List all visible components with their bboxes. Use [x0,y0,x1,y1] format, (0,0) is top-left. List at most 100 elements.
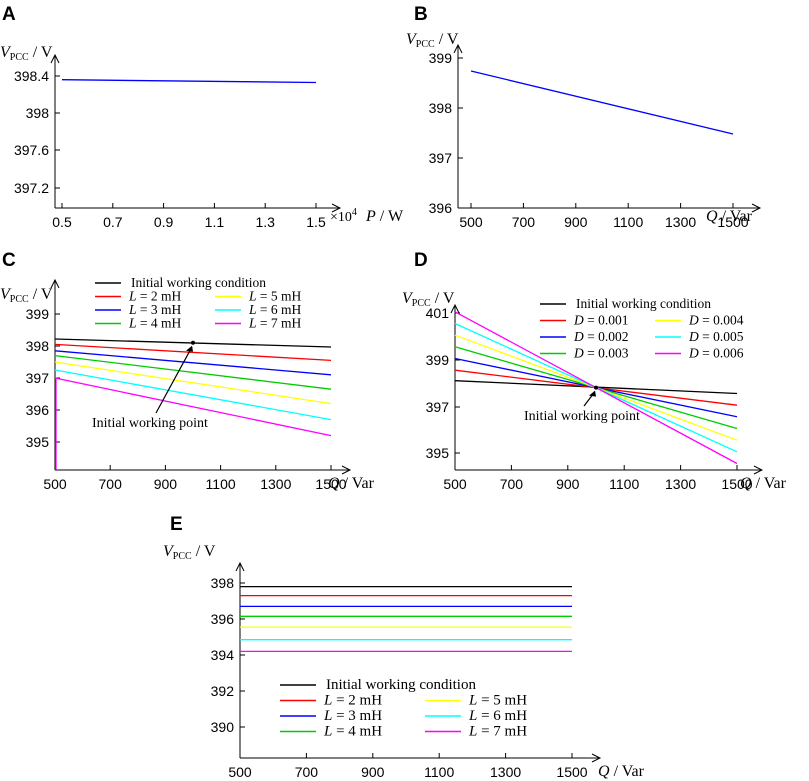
legend-label: L = 3 mH [323,708,382,724]
y-axis-label: VPCC / V [406,31,459,50]
panel-label: C [2,250,16,271]
working-point-marker [191,340,195,345]
y-tick-label: 392 [211,683,235,699]
annotation-label: Initial working point [92,416,208,431]
x-tick-label: 1100 [609,476,639,492]
y-tick-label: 398 [429,100,453,116]
x-tick-label: 700 [500,476,524,492]
x-tick-label: 1100 [206,476,236,492]
x-axis-multiplier: ×104 [330,207,357,225]
panel-label: D [414,250,428,271]
legend-label: L = 7 mH [248,316,302,331]
y-tick-label: 399 [426,352,450,368]
y-axis-arrow [50,278,60,289]
chart-panel-d: D 395 397 399 401 500 700 900 1100 1300 1500 VPCC /… [402,250,787,492]
legend-label: D = 0.004 [688,313,744,328]
y-axis-arrow [50,53,60,64]
x-tick-label: 1300 [665,214,696,230]
legend-label: L = 4 mH [323,724,382,740]
series-line [54,361,332,405]
legend-label: Initial working condition [576,296,711,311]
x-tick-label: 0.7 [103,214,123,230]
y-tick-label: 398 [26,105,50,121]
y-tick-label: 401 [426,305,450,321]
legend-label: D = 0.003 [573,346,629,361]
legend-label: D = 0.005 [688,329,744,344]
x-axis-label: Q / Var [740,475,787,492]
panel-label: E [170,514,183,535]
y-axis-label: VPCC / V [0,44,53,63]
x-axis-label: Q / Var [598,763,645,780]
x-tick-label: 500 [43,476,67,492]
x-axis-label: Q / Var [706,208,753,225]
series-line [54,377,332,437]
chart-panel-a: A 397.2 397.6 398 398.4 0.5 0.7 0.9 1.1 1.3 1.5 VPC… [0,4,404,230]
working-point-marker [594,385,598,390]
legend-label: L = 6 mH [468,708,527,724]
legend-label: L = 2 mH [128,289,182,304]
x-tick-label: 1300 [490,764,521,780]
legend-label: L = 7 mH [468,724,527,740]
y-tick-label: 399 [26,306,50,322]
y-tick-label: 397 [429,150,453,166]
y-axis-label: VPCC / V [0,286,53,305]
annotation-arrowhead [589,390,596,397]
legend-label: L = 5 mH [248,289,302,304]
y-tick-label: 397.6 [14,142,49,158]
x-tick-label: 1500 [315,476,346,492]
series-line [54,343,332,362]
x-tick-label: 1100 [613,214,643,230]
y-tick-label: 395 [26,434,50,450]
x-axis-arrow [753,465,764,475]
y-tick-label: 398 [211,575,235,591]
y-tick-label: 397 [426,399,450,415]
y-tick-label: 396 [429,200,453,216]
annotation-label: Initial working point [524,409,640,424]
x-tick-label: 700 [512,214,536,230]
y-axis-arrow [450,303,460,314]
y-tick-label: 398 [26,338,50,354]
x-tick-label: 1.1 [205,214,225,230]
x-tick-label: 0.5 [52,214,72,230]
legend-label: L = 2 mH [323,693,382,709]
y-tick-label: 397 [26,370,50,386]
x-tick-label: 1.3 [255,214,275,230]
chart-panel-e: E 390 392 394 396 398 500 700 900 1100 1300 1500 VPC… [163,514,645,780]
x-tick-label: 700 [99,476,123,492]
y-tick-label: 396 [211,611,235,627]
series-line [61,79,317,84]
y-tick-label: 396 [26,402,50,418]
legend-label: Initial working condition [131,275,266,290]
x-axis-arrow [591,753,602,763]
chart-panel-c: C 395 396 397 398 399 500 700 900 1100 1300 1500 VPC… [0,250,375,492]
series-line [54,350,332,376]
annotation-arrowhead [186,345,193,352]
series-line [54,354,332,390]
x-tick-label: 900 [154,476,178,492]
x-tick-label: 900 [556,476,580,492]
x-tick-label: 500 [228,764,252,780]
legend-label: L = 3 mH [128,302,182,317]
x-axis-label: Q / Var [328,475,375,492]
x-tick-label: 700 [295,764,319,780]
x-axis-arrow [751,203,762,213]
y-tick-label: 394 [211,647,235,663]
y-axis-label: VPCC / V [163,543,216,562]
x-tick-label: 1500 [717,214,748,230]
legend-label: D = 0.001 [573,313,629,328]
legend: Initial working condition D = 0.001 D = 0.… [540,296,744,361]
y-tick-label: 398.4 [14,68,49,84]
x-tick-label: 1300 [665,476,696,492]
legend-label: Initial working condition [326,677,476,693]
panel-label: B [414,4,428,25]
y-axis-label: VPCC / V [402,290,455,309]
x-tick-label: 500 [443,476,467,492]
legend-label: D = 0.006 [688,346,744,361]
x-tick-label: 1500 [556,764,587,780]
y-axis-arrow [235,561,245,572]
x-axis-label: P / W [365,208,404,225]
y-axis-arrow [453,43,463,54]
y-tick-label: 399 [429,50,453,66]
x-axis-arrow [341,465,352,475]
